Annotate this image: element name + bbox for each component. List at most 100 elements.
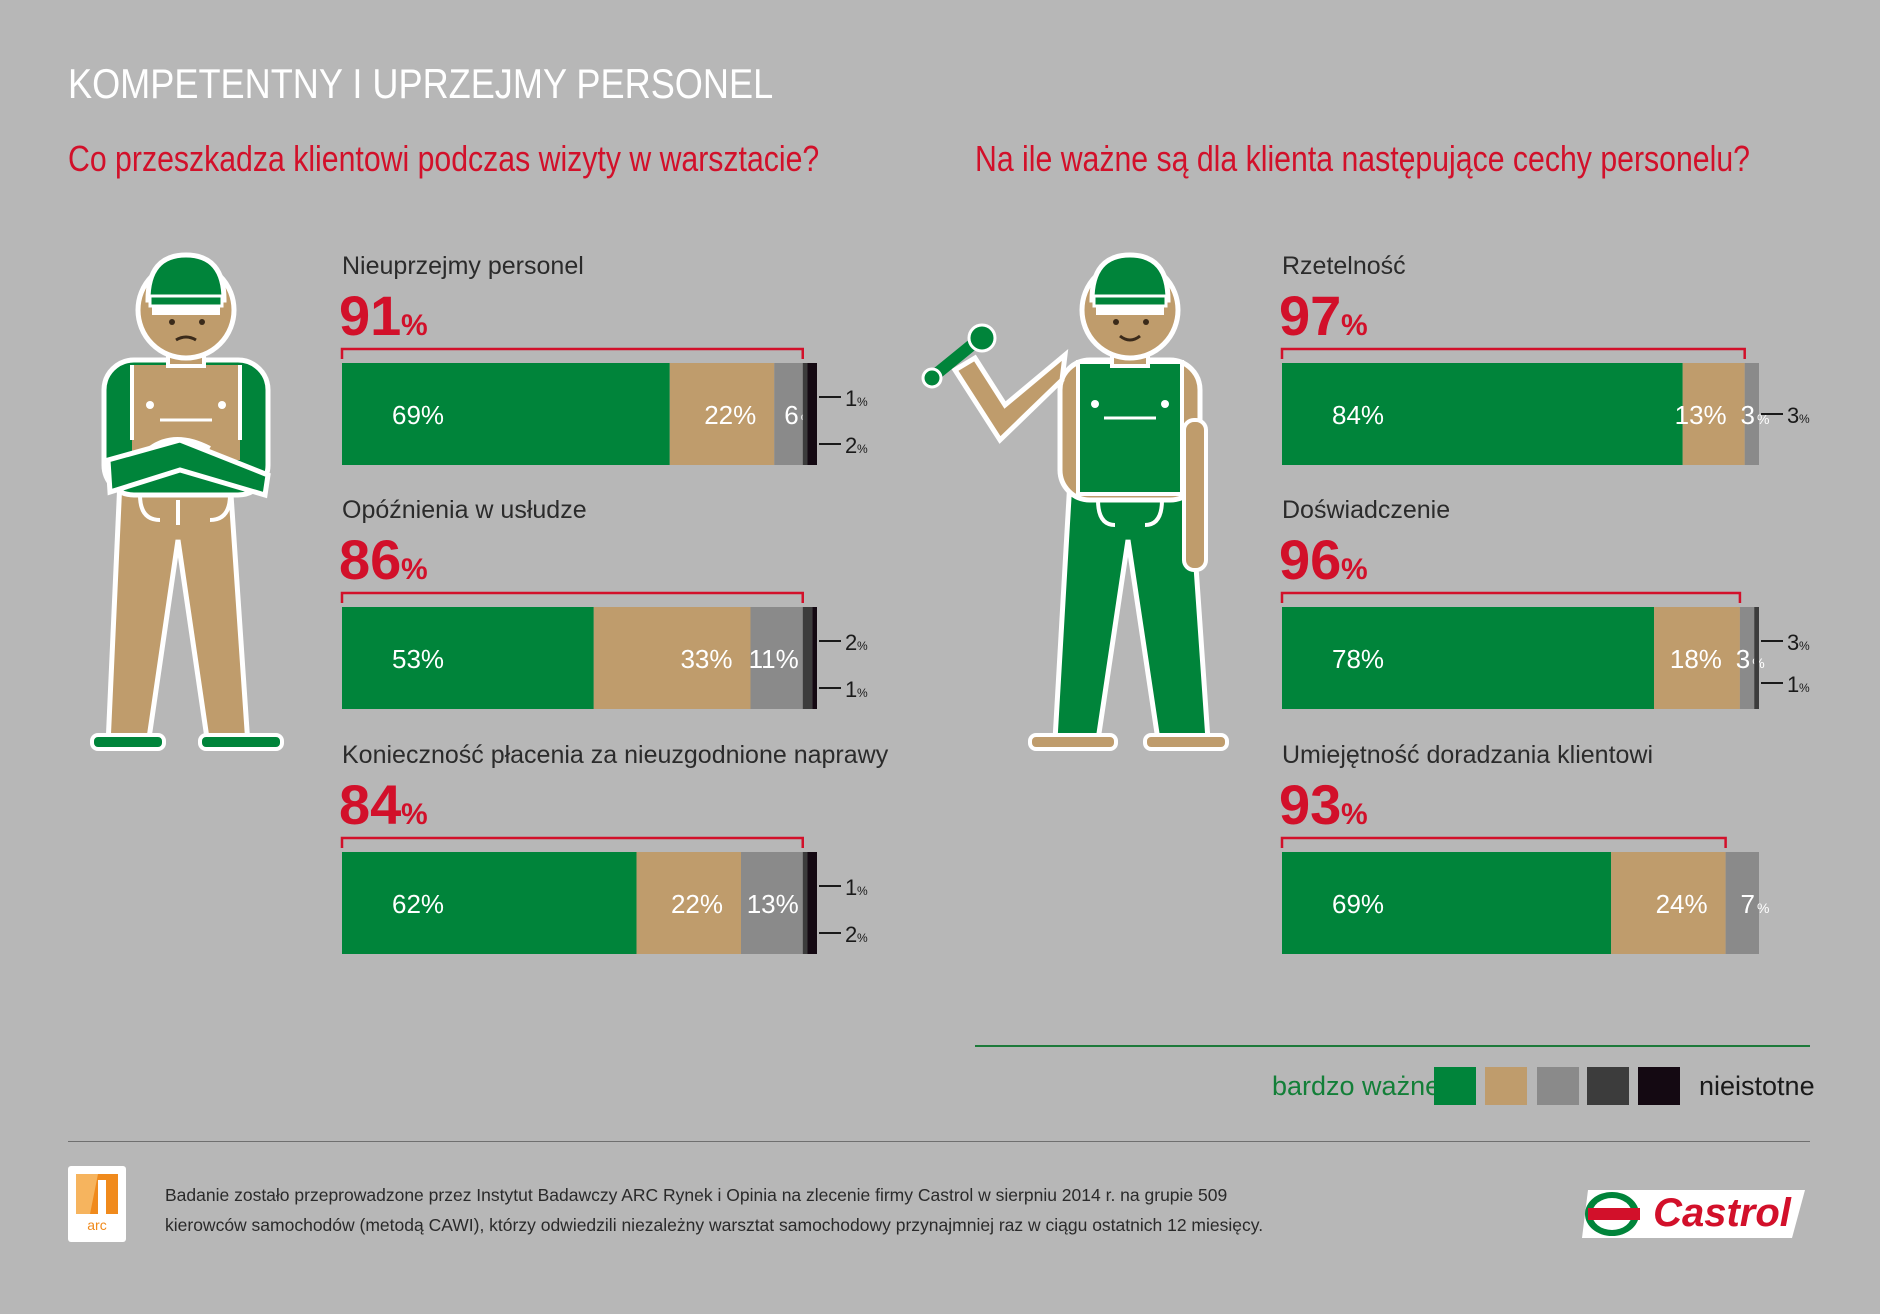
bar-segment [1282,852,1612,954]
bar-segment-label: 24% [1656,889,1708,919]
bar-callout-label: 2 [845,630,857,655]
bar-segment [1725,852,1759,954]
bar-total-bracket [340,591,804,603]
bar-segment [807,363,817,465]
bar-segment-label: 22% [704,400,756,430]
bar-category-label: Konieczność płacenia za nieuzgodnione na… [342,741,889,769]
bar-callout-label: 3 [1787,630,1799,655]
bar-segment-label: 6 [784,400,798,430]
bar-segment-label: 7 [1741,889,1755,919]
bar-segment-label: 13% [747,889,799,919]
bar-segment [1754,607,1759,709]
bar-callout-label: 3 [1787,403,1799,428]
bar-total-value: 96 [1279,528,1341,591]
bar-total-percent-sign: % [401,798,428,831]
bar-segment-label: 22% [671,889,723,919]
bar-segment [1744,363,1759,465]
mechanic-left-illustration [90,252,284,751]
bar-callout-percent-sign: % [1799,639,1810,653]
bar-callout-percent-sign: % [857,442,868,456]
bar-category-label: Umiejętność doradzania klientowi [1282,741,1653,769]
bar-callout-label: 1 [845,677,857,702]
arc-logo-text: arc [87,1217,106,1233]
bar-total-bracket [340,347,804,359]
bar-segment-label: 84% [1332,400,1384,430]
bar-segment-label: 69% [392,400,444,430]
legend-divider [975,1045,1810,1047]
bar-segment-label: 33% [680,644,732,674]
bar-total-bracket [340,836,804,848]
bar-segment-label: 13% [1675,400,1727,430]
bar-segment [342,852,637,954]
bar-segment [1282,363,1683,465]
bar-callout-percent-sign: % [857,395,868,409]
bar-callout-percent-sign: % [857,884,868,898]
legend-label-unimportant: nieistotne [1699,1071,1815,1101]
bar-callout-label: 2 [845,433,857,458]
bar-segment [741,852,803,954]
bar-segment-label: 69% [1332,889,1384,919]
bar-total-value: 86 [339,528,401,591]
bar-segment-label: 18% [1670,644,1722,674]
bar-segment [1611,852,1726,954]
legend-label-very-important: bardzo ważne [1272,1071,1441,1101]
legend-swatch-2 [1485,1067,1527,1105]
bar-segment-label: 3 [1741,400,1755,430]
bar-callout-percent-sign: % [857,639,868,653]
bar-segment-label: 3 [1736,644,1750,674]
bar-segment [593,607,751,709]
bar-segment [802,363,808,465]
footnote: Badanie zostało przeprowadzone przez Ins… [165,1185,1264,1235]
bar-callout-percent-sign: % [857,686,868,700]
legend-swatch-3 [1537,1067,1579,1105]
bar-callout-percent-sign: % [1799,681,1810,695]
bar-total-value: 93 [1279,773,1341,836]
bar-segment [812,607,817,709]
bar-callout-label: 1 [845,875,857,900]
footer-divider [68,1141,1810,1142]
bar-segment [807,852,817,954]
right-question: Na ile ważne są dla klienta następujące … [975,138,1750,179]
bar-total-value: 97 [1279,284,1341,347]
bar-callout-label: 1 [1787,672,1799,697]
bar-segment [342,607,594,709]
legend-swatch-4 [1587,1067,1629,1105]
bar-segment-label: 78% [1332,644,1384,674]
bar-category-label: Rzetelność [1282,252,1406,280]
legend-swatch-5 [1638,1067,1680,1105]
bar-segment-label: 11% [749,644,799,674]
bars-layer: Nieuprzejmy personel91%69%22%6%1%2%Opóźn… [339,252,1810,954]
bar-total-bracket [1280,591,1742,603]
castrol-logo: Castrol [1582,1190,1805,1238]
bar-total-bracket [1280,836,1727,848]
bar-segment [774,363,803,465]
bar-total-value: 84 [339,773,401,836]
mechanic-right-illustration [921,252,1229,751]
bar-segment [1282,607,1655,709]
bar-segment [342,363,670,465]
bar-total-percent-sign: % [1341,798,1368,831]
bar-total-percent-sign: % [1341,553,1368,586]
bar-category-label: Opóźnienia w usłudze [342,496,587,524]
bar-total-percent-sign: % [401,553,428,586]
legend-swatch-1 [1434,1067,1476,1105]
bar-segment-percent-sign: % [1757,900,1769,916]
bar-total-percent-sign: % [401,309,428,342]
bar-callout-label: 1 [845,386,857,411]
bar-segment [669,363,775,465]
bar-callout-percent-sign: % [857,931,868,945]
castrol-logo-text: Castrol [1653,1191,1792,1235]
bar-segment [1682,363,1745,465]
arc-logo: arc [68,1166,126,1242]
bar-total-bracket [1280,347,1746,359]
bar-segment-label: 53% [392,644,444,674]
bar-callout-percent-sign: % [1799,412,1810,426]
bar-category-label: Nieuprzejmy personel [342,252,584,280]
bar-callout-label: 2 [845,922,857,947]
bar-category-label: Doświadczenie [1282,496,1450,524]
bar-segment [802,852,808,954]
bar-segment [802,607,813,709]
left-question: Co przeszkadza klientowi podczas wizyty … [68,138,820,179]
bar-segment [1654,607,1740,709]
